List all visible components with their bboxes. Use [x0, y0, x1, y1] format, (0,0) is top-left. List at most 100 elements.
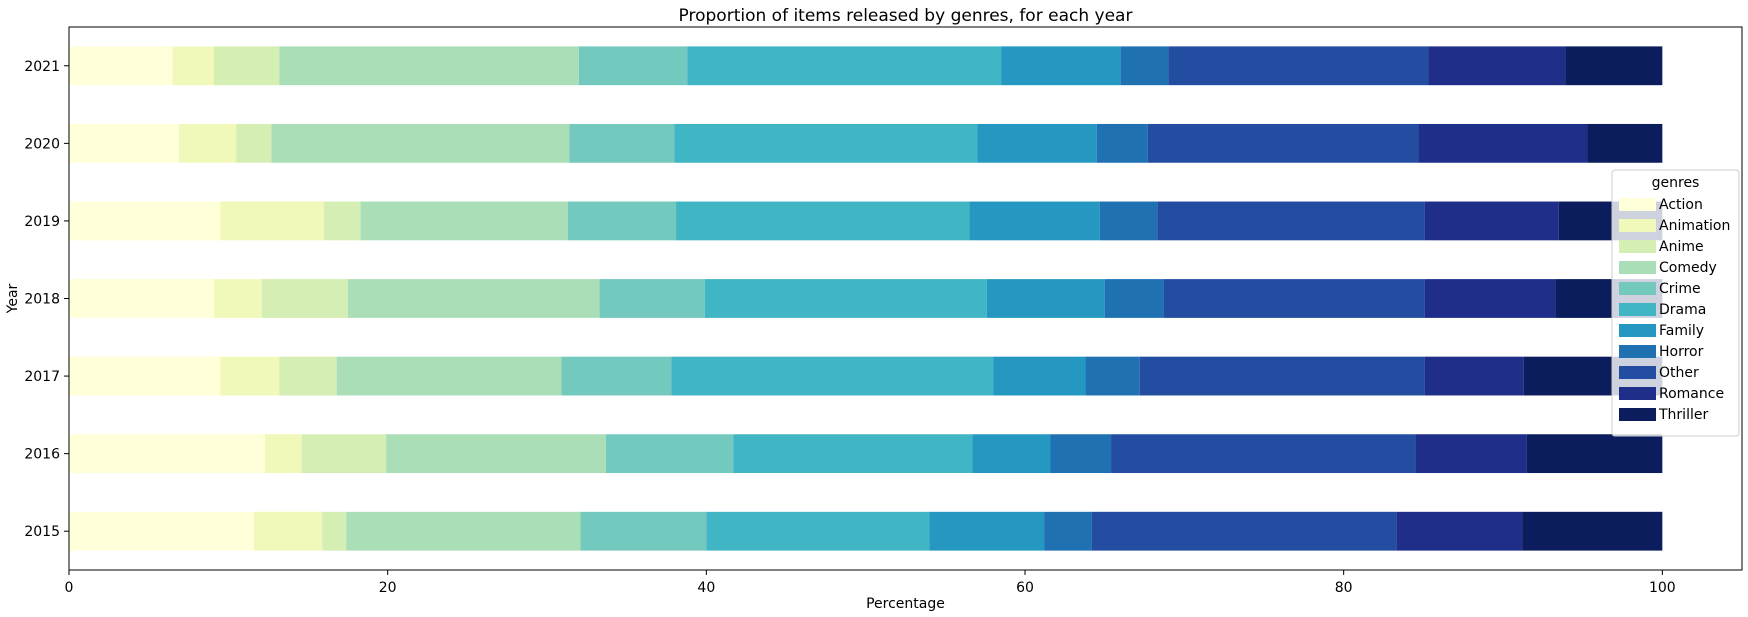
bar-2020-other: [1147, 123, 1419, 163]
legend-swatch-action: [1619, 198, 1656, 211]
legend-swatch-family: [1619, 324, 1656, 337]
x-tick-label-0: 0: [65, 580, 74, 596]
y-axis: 2021 2020 2019 2018 2017 2016 2015: [24, 59, 69, 540]
bar-2019-anime: [323, 201, 361, 241]
bar-2018-romance: [1424, 279, 1556, 318]
x-axis-title: Percentage: [866, 596, 945, 612]
bar-2019-crime: [567, 201, 677, 241]
bar-2016-family: [972, 434, 1051, 474]
legend-swatch-crime: [1619, 282, 1656, 295]
legend-swatch-other: [1619, 366, 1656, 379]
bar-2015-romance: [1396, 511, 1523, 551]
bar-2015-crime: [580, 511, 707, 551]
legend-swatch-drama: [1619, 303, 1656, 316]
bar-2015-thriller: [1522, 511, 1663, 551]
y-tick-label-2016: 2016: [24, 447, 60, 463]
bar-2018-other: [1163, 279, 1425, 318]
bar-2020-thriller: [1587, 123, 1663, 163]
bar-2019-drama: [676, 201, 970, 241]
bar-2016-romance: [1415, 434, 1527, 474]
bar-2020-action: [69, 123, 179, 163]
legend-label-drama: Drama: [1659, 302, 1706, 318]
bar-2015-drama: [706, 511, 930, 551]
bar-2017-other: [1139, 356, 1425, 396]
x-tick-label-60: 60: [1016, 580, 1034, 596]
bar-2015-horror: [1044, 511, 1092, 551]
legend-label-horror: Horror: [1659, 344, 1704, 360]
bar-2015-action: [69, 511, 254, 551]
bar-2015-anime: [322, 511, 347, 551]
bar-2021-drama: [687, 46, 1002, 86]
bar-2019-family: [969, 201, 1100, 241]
legend-label-action: Action: [1659, 197, 1703, 213]
bar-2021-romance: [1428, 46, 1566, 86]
bar-2019-horror: [1099, 201, 1158, 241]
bar-2021-action: [69, 46, 173, 86]
legend-swatch-thriller: [1619, 408, 1656, 421]
bar-2021-animation: [172, 46, 214, 86]
bar-2020-crime: [569, 123, 675, 163]
bar-2021-family: [1001, 46, 1121, 86]
bar-2016-thriller: [1526, 434, 1663, 474]
bar-2017-family: [993, 356, 1086, 396]
bars-layer: [69, 46, 1663, 551]
legend-title: genres: [1652, 175, 1700, 191]
bar-2021-crime: [578, 46, 688, 86]
bar-2020-family: [977, 123, 1097, 163]
bar-2018-action: [69, 279, 214, 318]
x-tick-label-40: 40: [697, 580, 715, 596]
bar-2019-comedy: [360, 201, 568, 241]
bar-2015-family: [929, 511, 1045, 551]
legend-items: Action Animation Anime Comedy Crime Drama Fami…: [1619, 197, 1730, 423]
bar-2017-romance: [1424, 356, 1524, 396]
bar-2019-animation: [220, 201, 324, 241]
bar-2020-drama: [674, 123, 978, 163]
y-tick-label-2018: 2018: [24, 292, 60, 308]
legend-label-anime: Anime: [1659, 239, 1704, 255]
legend-swatch-horror: [1619, 345, 1656, 358]
bar-2016-horror: [1050, 434, 1112, 474]
bar-2017-anime: [279, 356, 337, 396]
bar-2017-comedy: [336, 356, 562, 396]
y-tick-label-2020: 2020: [24, 136, 60, 152]
bar-2021-horror: [1120, 46, 1169, 86]
bar-2016-anime: [301, 434, 387, 474]
legend-label-crime: Crime: [1659, 281, 1701, 297]
legend: genres Action Animation Anime Comedy Crime Dr…: [1611, 169, 1740, 437]
bar-2021-thriller: [1565, 46, 1663, 86]
legend-label-thriller: Thriller: [1658, 407, 1708, 423]
y-tick-label-2021: 2021: [24, 59, 60, 75]
bar-2017-horror: [1085, 356, 1140, 396]
x-axis: 0 20 40 60 80 100: [65, 570, 1676, 596]
bar-2019-action: [69, 201, 221, 241]
bar-2020-comedy: [271, 123, 570, 163]
bar-2019-romance: [1424, 201, 1559, 241]
chart-title: Proportion of items released by genres, …: [679, 6, 1133, 26]
bar-2018-animation: [213, 279, 262, 318]
y-tick-label-2017: 2017: [24, 369, 60, 385]
bar-2018-anime: [261, 279, 348, 318]
bar-2020-horror: [1096, 123, 1148, 163]
bar-2021-anime: [213, 46, 280, 86]
bar-2020-animation: [178, 123, 237, 163]
bar-2017-action: [69, 356, 221, 396]
bar-2018-comedy: [347, 279, 600, 318]
y-axis-title: Year: [5, 283, 21, 314]
legend-swatch-romance: [1619, 387, 1656, 400]
x-tick-label-20: 20: [379, 580, 397, 596]
legend-label-family: Family: [1659, 323, 1704, 339]
bar-2017-animation: [220, 356, 280, 396]
bar-2016-crime: [605, 434, 734, 474]
bar-2020-romance: [1418, 123, 1588, 163]
bar-2018-crime: [599, 279, 705, 318]
legend-swatch-animation: [1619, 219, 1656, 232]
legend-label-comedy: Comedy: [1659, 260, 1717, 276]
y-tick-label-2019: 2019: [24, 214, 60, 230]
legend-label-other: Other: [1659, 365, 1699, 381]
bar-2018-horror: [1104, 279, 1164, 318]
bar-2018-family: [986, 279, 1105, 318]
bar-2016-action: [69, 434, 265, 474]
bar-2018-drama: [704, 279, 987, 318]
bar-2015-other: [1091, 511, 1397, 551]
bar-2017-drama: [671, 356, 994, 396]
